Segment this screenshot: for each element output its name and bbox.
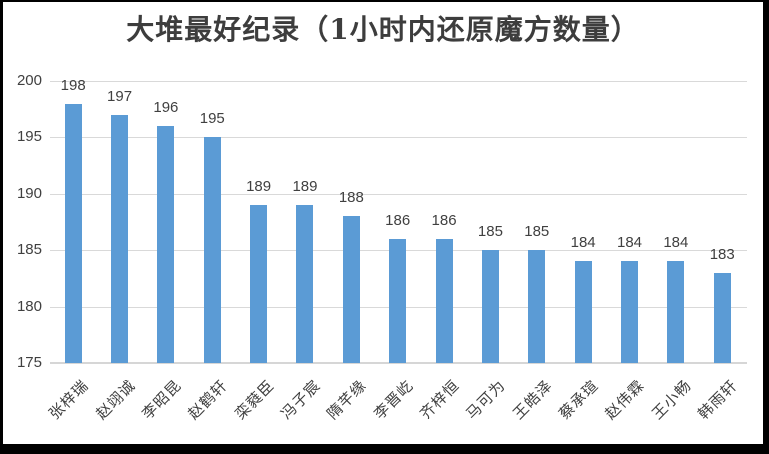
x-axis-category-label: 齐梓恒 — [416, 376, 464, 423]
bar-value-label: 184 — [616, 234, 643, 252]
bar-value-label: 186 — [431, 211, 457, 229]
bar-隋芊缘 — [342, 216, 360, 363]
bar-王小畅 — [667, 261, 685, 363]
y-axis-tick-label: 180 — [16, 297, 42, 315]
bar-赵鹤轩 — [203, 137, 221, 363]
x-axis-category-label: 张梓瑞 — [45, 376, 93, 423]
y-axis-tick-label: 185 — [16, 241, 42, 259]
x-axis-category-label: 冯子宸 — [277, 376, 325, 423]
y-axis-tick-label: 200 — [16, 72, 42, 89]
x-axis-category-label: 李晋屹 — [370, 376, 417, 423]
bar-value-label: 186 — [385, 211, 411, 229]
y-axis-tick-label: 175 — [16, 354, 42, 371]
bar-value-label: 184 — [570, 234, 596, 252]
bar-value-label: 195 — [199, 110, 225, 128]
bar-value-label: 196 — [153, 99, 179, 117]
y-axis-tick-label: 190 — [16, 184, 42, 202]
x-axis-category-label: 王小畅 — [648, 376, 695, 423]
bar-蔡承瑄 — [574, 261, 592, 363]
x-axis-category-label: 隋芊缘 — [323, 376, 371, 423]
x-axis-category-label: 栾蕤臣 — [230, 376, 278, 423]
bar-韩雨轩 — [713, 272, 731, 363]
bar-value-label: 184 — [663, 234, 689, 252]
x-axis-category-label: 蔡承瑄 — [555, 376, 603, 423]
bar-冯子宸 — [296, 205, 314, 363]
bar-value-label: 189 — [292, 178, 318, 196]
gridline — [50, 81, 748, 82]
x-axis-category-label: 韩雨轩 — [694, 376, 742, 423]
bar-value-label: 188 — [338, 189, 364, 207]
x-axis-category-label: 王皓泽 — [509, 376, 556, 423]
x-axis-category-label: 李昭昆 — [138, 376, 185, 423]
bar-value-label: 189 — [246, 178, 272, 196]
x-axis-line — [50, 362, 748, 364]
bar-value-label: 185 — [524, 223, 550, 241]
gridline — [50, 137, 748, 139]
x-axis-category-label: 赵翊诚 — [91, 376, 139, 423]
gridline — [50, 193, 748, 195]
bar-张梓瑞 — [64, 103, 82, 363]
x-axis-category-label: 赵鹤轩 — [184, 376, 232, 423]
bar-马可为 — [481, 250, 499, 363]
bar-value-label: 197 — [107, 87, 133, 105]
bar-赵翊诚 — [111, 114, 129, 363]
bar-赵伟霖 — [621, 261, 638, 363]
bar-value-label: 198 — [60, 76, 86, 94]
x-axis-category-label: 赵伟霖 — [601, 376, 649, 423]
bar-李昭昆 — [157, 126, 175, 363]
chart-canvas: 大堆最好纪录（1小时内还原魔方数量） 175 180 185 190 195 200 198… — [3, 2, 763, 444]
chart-title: 大堆最好纪录（1小时内还原魔方数量） — [126, 13, 640, 46]
x-axis-category-label: 马可为 — [462, 376, 510, 423]
bar-value-label: 185 — [477, 223, 503, 241]
bar-王皓泽 — [528, 250, 546, 363]
bar-value-label: 183 — [709, 245, 735, 263]
y-axis-tick-label: 195 — [16, 128, 42, 146]
bar-李晋屹 — [389, 238, 407, 363]
bar-齐梓恒 — [435, 238, 453, 363]
bar-栾蕤臣 — [250, 205, 268, 363]
